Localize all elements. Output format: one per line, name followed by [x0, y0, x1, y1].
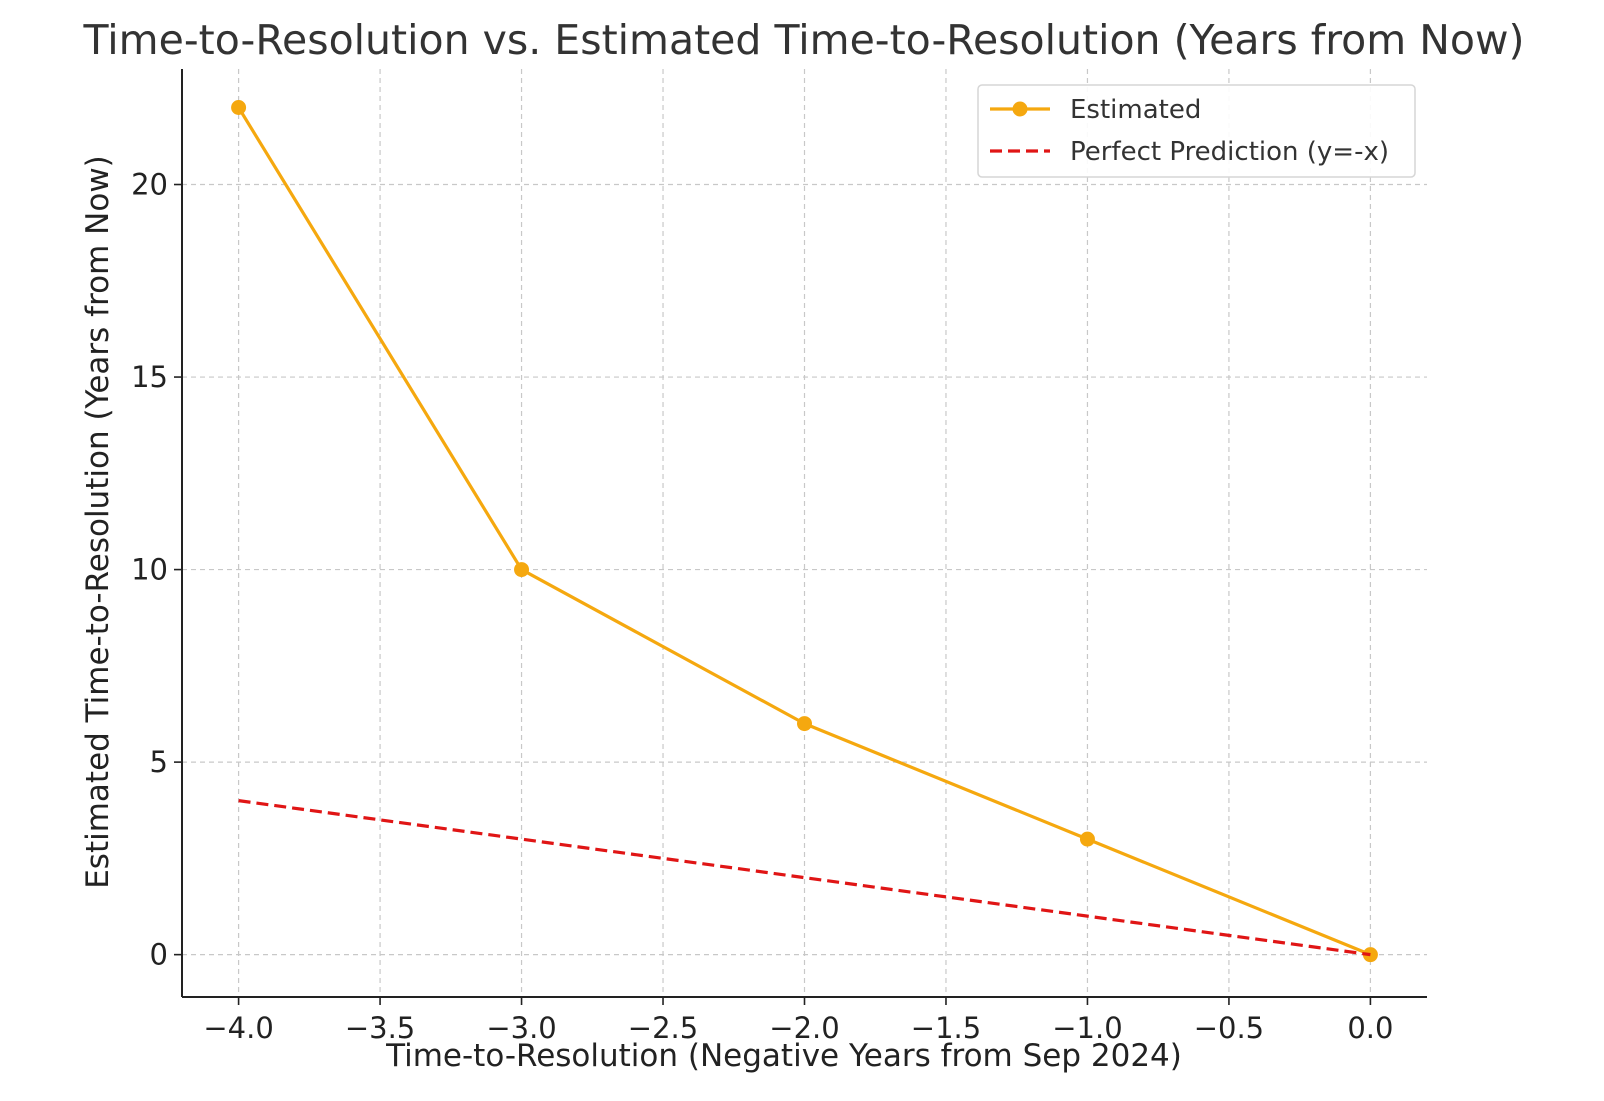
- x-tick-label: −3.0: [486, 1011, 556, 1045]
- grid: [182, 69, 1427, 997]
- series-perfect-prediction: [238, 799, 1371, 957]
- x-tick-label: −1.5: [911, 1011, 981, 1045]
- data-point: [1079, 831, 1095, 847]
- x-tick-label: 0.0: [1347, 1011, 1393, 1045]
- series-line: [238, 799, 1371, 957]
- x-tick-label: −2.5: [628, 1011, 698, 1045]
- tick-labels: −4.0 −3.5 −3.0 −2.5 −2.0 −1.5 −1.0 −0.5 0.0 0 5 10 1…: [131, 168, 1393, 1045]
- y-tick-label: 10: [131, 553, 168, 587]
- chart-title: Time-to-Resolution vs. Estimated Time-to…: [83, 16, 1525, 64]
- x-tick-label: −1.0: [1052, 1011, 1122, 1045]
- data-point: [231, 100, 247, 116]
- y-tick-label: 20: [131, 168, 168, 202]
- data-point: [797, 716, 812, 732]
- y-tick-label: 15: [131, 360, 168, 394]
- axes: [174, 69, 1427, 1005]
- x-tick-label: −4.0: [203, 1011, 273, 1045]
- y-axis-label: Estimated Time-to-Resolution (Years from…: [80, 155, 116, 889]
- legend: Estimated Perfect Prediction (y=-x): [977, 84, 1416, 178]
- x-tick-label: −0.5: [1194, 1011, 1264, 1045]
- legend-item-perfect-prediction: Perfect Prediction (y=-x): [990, 137, 1389, 167]
- data-point: [514, 562, 530, 578]
- legend-item-estimated: Estimated: [990, 95, 1201, 125]
- x-tick-label: −2.0: [769, 1011, 839, 1045]
- y-tick-label: 5: [150, 745, 168, 779]
- legend-label: Estimated: [1070, 95, 1201, 125]
- x-tick-label: −3.5: [345, 1011, 415, 1045]
- legend-marker: [1012, 101, 1028, 117]
- legend-box: [977, 84, 1416, 178]
- y-tick-label: 0: [150, 938, 168, 972]
- legend-label: Perfect Prediction (y=-x): [1070, 137, 1389, 167]
- series-layer: [231, 100, 1378, 963]
- x-axis-label: Time-to-Resolution (Negative Years from …: [385, 1038, 1182, 1074]
